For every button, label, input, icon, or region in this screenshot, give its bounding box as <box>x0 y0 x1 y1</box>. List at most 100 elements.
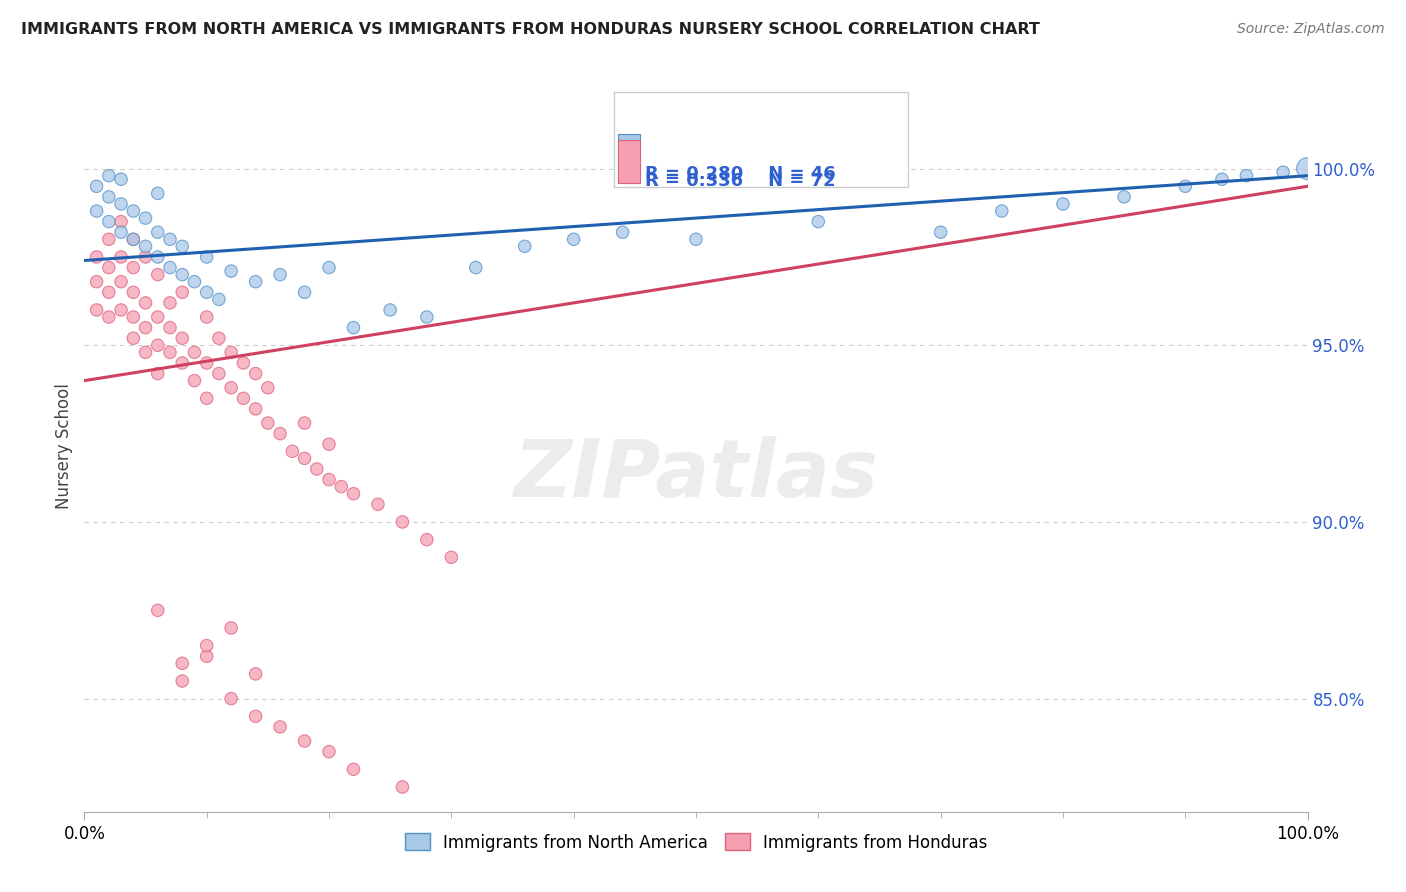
Point <box>440 550 463 565</box>
Point <box>122 232 145 246</box>
Point <box>110 197 132 211</box>
Point <box>172 331 194 345</box>
Point <box>1272 165 1295 179</box>
Text: ZIPatlas: ZIPatlas <box>513 436 879 515</box>
Point <box>416 310 439 324</box>
Point <box>1211 172 1233 186</box>
Point <box>146 250 169 264</box>
Point <box>172 673 194 688</box>
Point <box>97 214 120 228</box>
Point <box>195 250 218 264</box>
Point <box>245 709 267 723</box>
Point <box>172 356 194 370</box>
Point <box>208 331 231 345</box>
Point <box>146 186 169 201</box>
Point <box>195 392 218 406</box>
Point <box>342 486 364 500</box>
Point <box>97 169 120 183</box>
Point <box>513 239 536 253</box>
Point <box>245 401 267 416</box>
FancyBboxPatch shape <box>617 134 640 177</box>
Point <box>146 603 169 617</box>
Point <box>86 302 108 317</box>
Text: IMMIGRANTS FROM NORTH AMERICA VS IMMIGRANTS FROM HONDURAS NURSERY SCHOOL CORRELA: IMMIGRANTS FROM NORTH AMERICA VS IMMIGRA… <box>21 22 1040 37</box>
Point <box>146 338 169 352</box>
Text: R = 0.280    N = 46: R = 0.280 N = 46 <box>644 165 835 183</box>
Point <box>159 260 181 275</box>
Point <box>195 285 218 300</box>
Point <box>929 225 952 239</box>
Point <box>318 437 340 451</box>
Point <box>110 225 132 239</box>
Point <box>110 172 132 186</box>
Point <box>464 260 486 275</box>
Point <box>245 667 267 681</box>
Point <box>330 480 353 494</box>
Text: Source: ZipAtlas.com: Source: ZipAtlas.com <box>1237 22 1385 37</box>
Point <box>269 268 291 282</box>
Point <box>172 268 194 282</box>
Point <box>86 179 108 194</box>
Point <box>135 320 157 334</box>
Point <box>146 310 169 324</box>
Text: R = 0.336    N = 72: R = 0.336 N = 72 <box>644 171 835 190</box>
Point <box>232 392 254 406</box>
Point <box>219 381 242 395</box>
Point <box>110 302 132 317</box>
Point <box>257 381 280 395</box>
Point <box>294 734 316 748</box>
Point <box>97 190 120 204</box>
FancyBboxPatch shape <box>617 140 640 183</box>
Point <box>122 310 145 324</box>
Point <box>232 356 254 370</box>
Point <box>562 232 585 246</box>
Point <box>294 416 316 430</box>
Point <box>122 285 145 300</box>
Point <box>183 345 205 359</box>
Point <box>122 232 145 246</box>
Point <box>245 275 267 289</box>
Point <box>183 374 205 388</box>
Point <box>219 345 242 359</box>
Point <box>159 345 181 359</box>
Point <box>685 232 707 246</box>
Point <box>281 444 304 458</box>
Point <box>195 649 218 664</box>
Point <box>86 275 108 289</box>
Point <box>195 310 218 324</box>
FancyBboxPatch shape <box>614 92 908 187</box>
Point <box>1052 197 1074 211</box>
Point <box>1114 190 1136 204</box>
Point <box>135 296 157 310</box>
Point <box>97 260 120 275</box>
Point <box>159 320 181 334</box>
Point <box>97 310 120 324</box>
Legend: Immigrants from North America, Immigrants from Honduras: Immigrants from North America, Immigrant… <box>398 827 994 858</box>
Y-axis label: Nursery School: Nursery School <box>55 383 73 509</box>
Point <box>367 497 389 511</box>
Point <box>612 225 634 239</box>
Point <box>219 264 242 278</box>
Point <box>208 293 231 307</box>
Point <box>110 275 132 289</box>
Point <box>172 285 194 300</box>
Point <box>97 285 120 300</box>
Point <box>1236 169 1258 183</box>
Point <box>97 232 120 246</box>
Point <box>219 691 242 706</box>
Point <box>1174 179 1197 194</box>
Point <box>159 296 181 310</box>
Point <box>159 232 181 246</box>
Point <box>86 250 108 264</box>
Point <box>991 204 1014 219</box>
Point <box>318 260 340 275</box>
Point <box>146 225 169 239</box>
Point <box>269 720 291 734</box>
Point <box>342 762 364 776</box>
Point <box>380 302 402 317</box>
Point <box>342 320 364 334</box>
Point <box>294 451 316 466</box>
Point <box>86 204 108 219</box>
Point <box>183 275 205 289</box>
Point <box>391 515 413 529</box>
